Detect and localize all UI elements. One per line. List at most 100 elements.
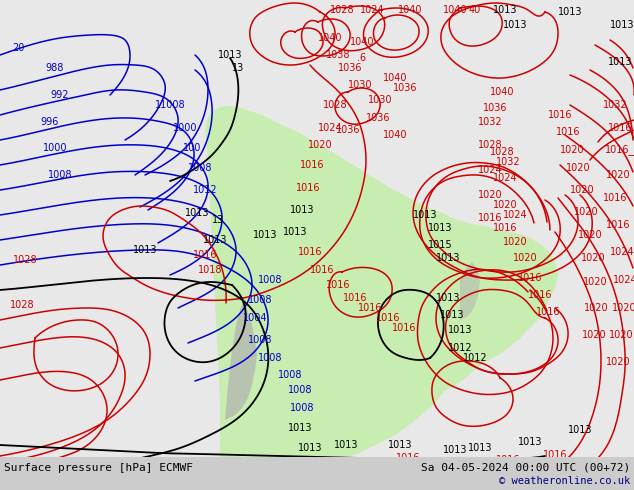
Text: 1013: 1013 bbox=[608, 57, 632, 67]
Text: 1020: 1020 bbox=[605, 357, 630, 367]
Text: 1040: 1040 bbox=[443, 5, 467, 15]
Text: 1016: 1016 bbox=[298, 247, 322, 257]
Text: 1024: 1024 bbox=[612, 275, 634, 285]
Text: 1024: 1024 bbox=[359, 5, 384, 15]
Text: 1028: 1028 bbox=[10, 300, 34, 310]
Text: 1016: 1016 bbox=[527, 290, 552, 300]
Text: 1020: 1020 bbox=[612, 303, 634, 313]
Text: 996: 996 bbox=[41, 117, 59, 127]
Polygon shape bbox=[220, 288, 460, 460]
Text: 40: 40 bbox=[469, 5, 481, 15]
Text: 1016: 1016 bbox=[396, 453, 420, 463]
Text: 1040: 1040 bbox=[398, 5, 422, 15]
Text: 1013: 1013 bbox=[217, 50, 242, 60]
Text: 1016: 1016 bbox=[603, 193, 627, 203]
Text: 1020: 1020 bbox=[605, 170, 630, 180]
Text: 1013: 1013 bbox=[493, 5, 517, 15]
Text: 1040: 1040 bbox=[489, 87, 514, 97]
Text: 1028: 1028 bbox=[13, 255, 37, 265]
Text: 1013: 1013 bbox=[184, 208, 209, 218]
Text: 1020: 1020 bbox=[566, 163, 590, 173]
Text: 1036: 1036 bbox=[482, 103, 507, 113]
Text: 1030: 1030 bbox=[368, 95, 392, 105]
Text: 1020: 1020 bbox=[570, 185, 594, 195]
Text: 1008: 1008 bbox=[248, 335, 272, 345]
Text: 100: 100 bbox=[183, 143, 201, 153]
Text: 1013: 1013 bbox=[288, 423, 313, 433]
Text: 1038: 1038 bbox=[326, 50, 350, 60]
Polygon shape bbox=[460, 262, 480, 320]
Text: 1015: 1015 bbox=[428, 240, 452, 250]
Text: 1040: 1040 bbox=[383, 73, 407, 83]
Text: Surface pressure [hPa] ECMWF: Surface pressure [hPa] ECMWF bbox=[4, 463, 193, 473]
Text: 1008: 1008 bbox=[188, 163, 212, 173]
Text: 1012: 1012 bbox=[463, 353, 488, 363]
Text: 1016: 1016 bbox=[310, 265, 334, 275]
Text: 1028: 1028 bbox=[330, 5, 354, 15]
Text: 1020: 1020 bbox=[581, 330, 606, 340]
Text: 11008: 11008 bbox=[155, 100, 185, 110]
Text: 1036: 1036 bbox=[336, 125, 360, 135]
Text: 1016: 1016 bbox=[548, 110, 573, 120]
Text: 1032: 1032 bbox=[603, 100, 627, 110]
Text: 1028: 1028 bbox=[489, 147, 514, 157]
Text: 1000: 1000 bbox=[42, 143, 67, 153]
Text: 1013: 1013 bbox=[443, 445, 467, 455]
Text: 1016: 1016 bbox=[326, 280, 350, 290]
Text: 1004: 1004 bbox=[243, 313, 268, 323]
Text: 1013: 1013 bbox=[388, 440, 412, 450]
Text: 1013: 1013 bbox=[333, 440, 358, 450]
Text: 1032: 1032 bbox=[496, 157, 521, 167]
Text: 1016: 1016 bbox=[536, 307, 560, 317]
Text: 1020: 1020 bbox=[578, 230, 602, 240]
Text: 13: 13 bbox=[212, 215, 224, 225]
Text: 1016: 1016 bbox=[392, 323, 417, 333]
Text: 1016: 1016 bbox=[358, 303, 382, 313]
Text: 1013: 1013 bbox=[468, 443, 492, 453]
Text: 1013: 1013 bbox=[568, 425, 592, 435]
Text: 1013: 1013 bbox=[440, 310, 464, 320]
Text: 1020: 1020 bbox=[560, 145, 585, 155]
Text: 1013: 1013 bbox=[203, 235, 227, 245]
Text: 1016: 1016 bbox=[556, 127, 580, 137]
Text: 1020: 1020 bbox=[584, 303, 608, 313]
Text: 1013: 1013 bbox=[436, 253, 460, 263]
Text: 1008: 1008 bbox=[248, 295, 272, 305]
Polygon shape bbox=[205, 106, 558, 458]
Text: 1020: 1020 bbox=[503, 237, 527, 247]
Text: 988: 988 bbox=[46, 63, 64, 73]
Text: 1016__: 1016__ bbox=[605, 145, 634, 155]
Text: 1036: 1036 bbox=[338, 63, 362, 73]
Text: 1008: 1008 bbox=[48, 170, 72, 180]
Text: 1040: 1040 bbox=[350, 37, 374, 47]
Text: 1024: 1024 bbox=[318, 123, 342, 133]
Text: 1008: 1008 bbox=[258, 353, 282, 363]
Text: 1032: 1032 bbox=[477, 117, 502, 127]
Text: 1016: 1016 bbox=[605, 220, 630, 230]
Text: 1018: 1018 bbox=[198, 265, 223, 275]
Text: 1013: 1013 bbox=[290, 205, 314, 215]
Text: 1013: 1013 bbox=[253, 230, 277, 240]
Text: 1036: 1036 bbox=[366, 113, 391, 123]
Text: 1013: 1013 bbox=[503, 20, 527, 30]
Text: 1016: 1016 bbox=[543, 450, 567, 460]
Text: 1012: 1012 bbox=[448, 343, 472, 353]
Text: 1024: 1024 bbox=[493, 173, 517, 183]
Text: 1013: 1013 bbox=[133, 245, 157, 255]
Text: 1020: 1020 bbox=[574, 207, 598, 217]
Text: 1016: 1016 bbox=[493, 223, 517, 233]
Text: 1028: 1028 bbox=[323, 100, 347, 110]
Text: 1020: 1020 bbox=[493, 200, 517, 210]
Text: 992: 992 bbox=[51, 90, 69, 100]
Text: 1013: 1013 bbox=[413, 210, 437, 220]
Text: 1016: 1016 bbox=[496, 455, 521, 465]
Text: 1016: 1016 bbox=[376, 313, 400, 323]
Text: 1020: 1020 bbox=[609, 330, 633, 340]
Text: 1013: 1013 bbox=[558, 7, 582, 17]
Text: 1008: 1008 bbox=[258, 275, 282, 285]
Text: 1013: 1013 bbox=[610, 20, 634, 30]
Text: 1013: 1013 bbox=[518, 437, 542, 447]
Text: 1013: 1013 bbox=[428, 223, 452, 233]
Text: 1008: 1008 bbox=[290, 403, 314, 413]
Text: 1008: 1008 bbox=[278, 370, 302, 380]
